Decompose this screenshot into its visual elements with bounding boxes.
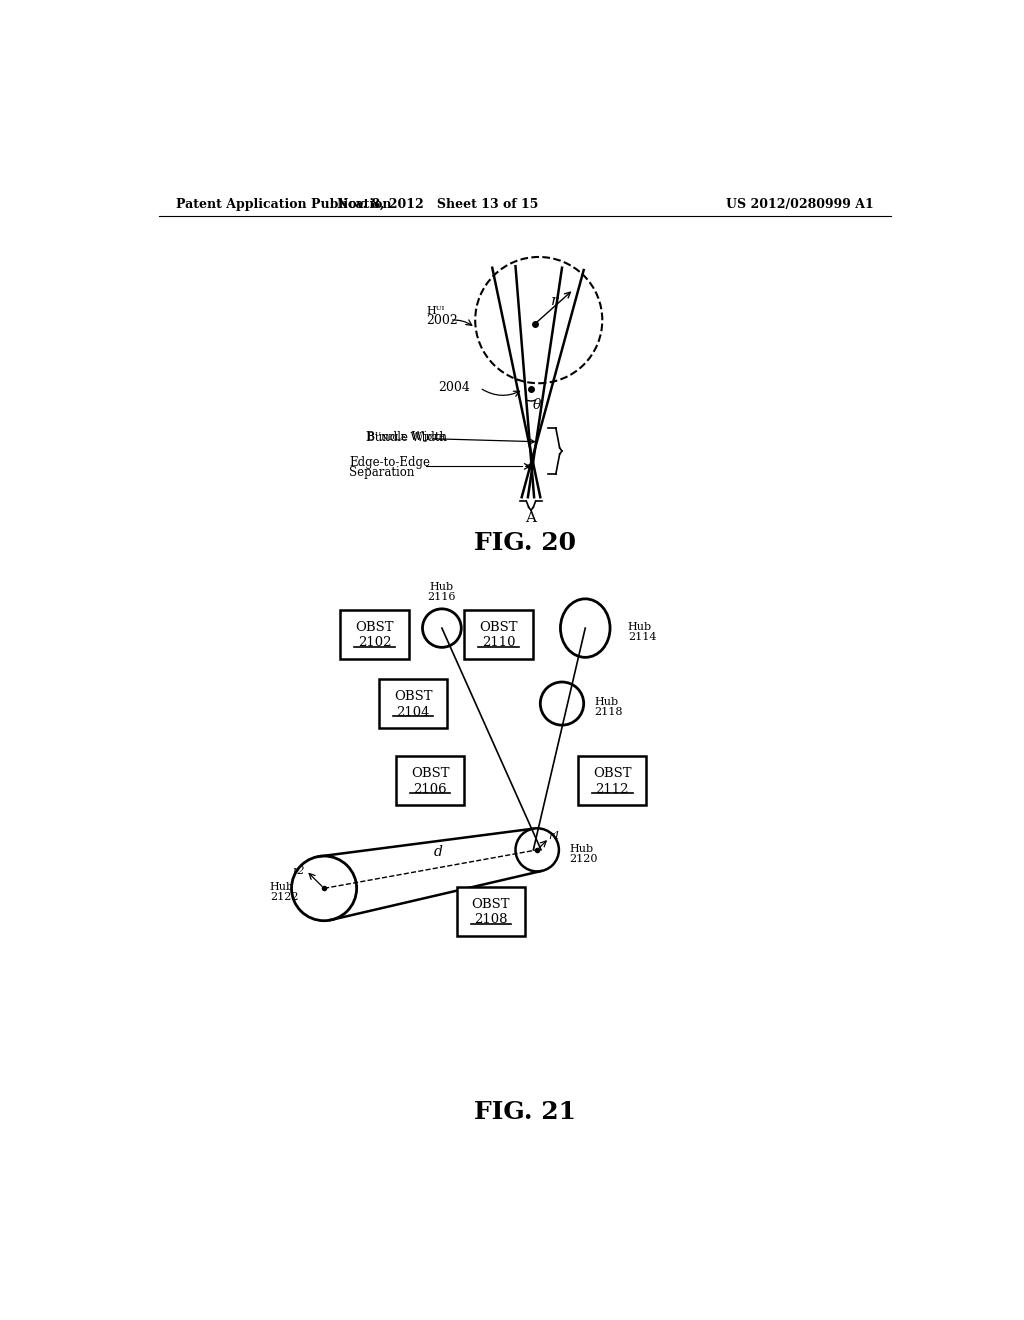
Text: Bundle Width: Bundle Width xyxy=(366,430,446,444)
Text: 2002: 2002 xyxy=(426,314,458,326)
Text: Hub: Hub xyxy=(569,843,594,854)
Text: OBST: OBST xyxy=(593,767,632,780)
Text: 2106: 2106 xyxy=(414,783,447,796)
Text: r: r xyxy=(551,294,558,308)
Text: 2102: 2102 xyxy=(357,636,391,649)
Text: 2004: 2004 xyxy=(438,381,471,395)
Bar xyxy=(340,610,409,659)
Text: 2118: 2118 xyxy=(595,708,623,718)
Text: d: d xyxy=(434,845,442,859)
Text: Separation: Separation xyxy=(349,466,415,479)
Text: 2112: 2112 xyxy=(596,783,629,796)
Text: Edge-to-Edge: Edge-to-Edge xyxy=(349,455,430,469)
Text: r1: r1 xyxy=(548,832,560,841)
Text: 2108: 2108 xyxy=(474,913,508,927)
Text: Hub: Hub xyxy=(628,622,652,632)
Bar xyxy=(579,756,646,805)
Bar xyxy=(457,887,525,936)
Text: OBST: OBST xyxy=(394,690,432,704)
Text: 2122: 2122 xyxy=(270,892,298,903)
Text: OBST: OBST xyxy=(411,767,450,780)
Text: US 2012/0280999 A1: US 2012/0280999 A1 xyxy=(726,198,873,211)
Bar xyxy=(379,678,447,729)
Text: 2110: 2110 xyxy=(481,636,515,649)
Text: Patent Application Publication: Patent Application Publication xyxy=(176,198,391,211)
Text: OBST: OBST xyxy=(471,898,510,911)
Text: FIG. 20: FIG. 20 xyxy=(474,532,575,556)
Bar xyxy=(464,610,532,659)
Text: Nov. 8, 2012   Sheet 13 of 15: Nov. 8, 2012 Sheet 13 of 15 xyxy=(337,198,539,211)
Text: FIG. 21: FIG. 21 xyxy=(474,1100,575,1123)
Text: 2116: 2116 xyxy=(428,591,456,602)
Text: Bᵁɴᴅʟᴇ Wɭᴅᴛʜ: Bᵁɴᴅʟᴇ Wɭᴅᴛʜ xyxy=(367,432,445,442)
Bar xyxy=(396,756,464,805)
Text: OBST: OBST xyxy=(479,620,518,634)
Text: OBST: OBST xyxy=(355,620,393,634)
Text: Hᵁᴵ: Hᵁᴵ xyxy=(426,306,444,315)
Text: Hub: Hub xyxy=(430,582,454,591)
Text: 2114: 2114 xyxy=(628,632,656,642)
Text: 2120: 2120 xyxy=(569,854,598,863)
Text: Hub: Hub xyxy=(270,882,294,892)
Text: r2: r2 xyxy=(292,866,305,876)
Text: A: A xyxy=(525,511,537,525)
Text: 2104: 2104 xyxy=(396,705,430,718)
Text: θ: θ xyxy=(534,397,542,412)
Text: Hub: Hub xyxy=(595,697,618,708)
